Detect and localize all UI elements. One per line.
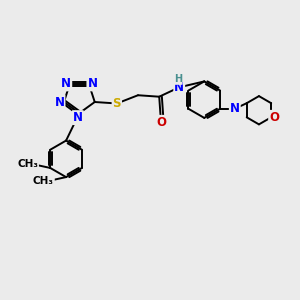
Text: N: N [55,95,64,109]
Text: O: O [269,111,279,124]
Text: N: N [61,77,71,90]
Text: S: S [112,97,121,110]
Text: H: H [174,74,182,84]
Text: N: N [174,81,184,94]
Text: CH₃: CH₃ [33,176,54,186]
Text: CH₃: CH₃ [17,159,38,170]
Text: O: O [157,116,167,129]
Text: N: N [230,102,240,115]
Text: N: N [73,111,83,124]
Text: N: N [87,77,98,90]
